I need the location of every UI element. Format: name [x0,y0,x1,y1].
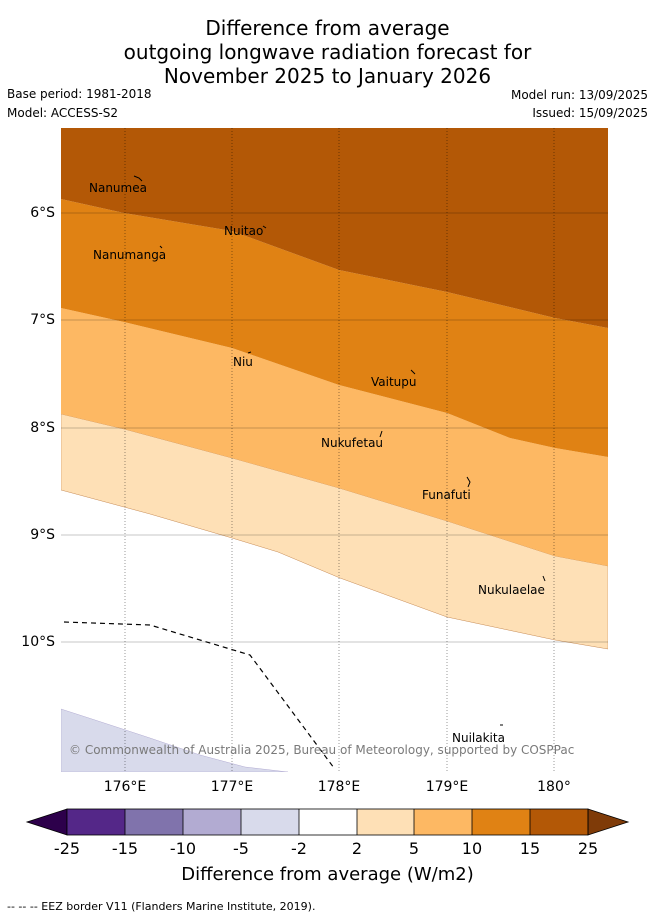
band-5-to-10 [61,308,608,566]
place-label-funafuti: Funafuti [422,488,471,502]
issued-date: Issued: 15/09/2025 [532,106,648,120]
title-line-3: November 2025 to January 2026 [163,64,492,88]
lat-tick-10s: 10°S [21,634,55,650]
model-name: Model: ACCESS-S2 [7,106,119,120]
lon-tick-180: 180° [537,779,571,795]
colorbar-segment-5 [299,809,357,835]
map-area [61,128,608,772]
place-label-niu: Niu [233,355,253,369]
title-line-2: outgoing longwave radiation forecast for [123,40,532,64]
colorbar-tick-25: 25 [577,839,599,858]
eez-border-line [63,621,335,769]
place-label-nuilakita: Nuilakita [452,731,505,745]
lon-tick-176e: 176°E [103,779,147,795]
island-outlines [133,175,546,726]
colorbar-label: Difference from average (W/m2) [181,864,474,885]
latitude-gridlines [61,212,608,643]
colorbar-segment-9 [530,809,588,835]
lon-tick-177e: 177°E [210,779,254,795]
band-10-to-15 [61,199,608,457]
place-label-nukufetau: Nukufetau [321,436,384,450]
eez-border-footnote: -- -- -- EEZ border V11 (Flanders Marine… [7,900,316,913]
longitude-gridlines [124,128,555,772]
lat-tick-7s: 7°S [30,312,55,328]
colorbar-outline [66,808,589,836]
colorbar-tick-minus-10: -10 [169,839,197,858]
band-minus-5-to-minus-2 [61,708,289,772]
colorbar-segment-2 [125,809,183,835]
place-label-nanumea: Nanumea [89,181,147,195]
copyright-notice: © Commonwealth of Australia 2025, Bureau… [69,743,575,757]
colorbar-tick-15: 15 [519,839,541,858]
place-label-nuitao: Nuitao [224,224,264,238]
colorbar [25,808,630,836]
colorbar-dividers [124,809,531,835]
colorbar-tick-minus-5: -5 [233,839,249,858]
place-label-nukulaelae: Nukulaelae [478,583,545,597]
colorbar-segment-6 [357,809,414,835]
title-line-1: Difference from average [205,16,450,40]
lat-tick-9s: 9°S [30,527,55,543]
colorbar-tick-5: 5 [408,839,420,858]
colorbar-tick-minus-15: -15 [111,839,139,858]
lon-tick-179e: 179°E [425,779,469,795]
base-period: Base period: 1981-2018 [7,87,152,101]
colorbar-tick-10: 10 [461,839,483,858]
colorbar-under-arrow [25,808,68,836]
colorbar-segment-4 [241,809,299,835]
colorbar-segment-7 [414,809,472,835]
map-title: Difference from average outgoing longwav… [0,16,655,88]
colorbar-segment-1 [67,809,125,835]
colorbar-tick-minus-2: -2 [291,839,307,858]
band-15-to-25 [61,128,608,328]
colorbar-over-arrow [587,808,630,836]
colorbar-segment-8 [472,809,530,835]
colorbar-segment-3 [183,809,241,835]
lon-tick-178e: 178°E [317,779,361,795]
place-label-nanumanga: Nanumanga [93,248,167,262]
lat-tick-8s: 8°S [30,420,55,436]
lat-tick-6s: 6°S [30,205,55,221]
colorbar-tick-2: 2 [351,839,363,858]
colorbar-tick-minus-25: -25 [53,839,81,858]
model-run-date: Model run: 13/09/2025 [510,88,648,102]
place-label-vaitupu: Vaitupu [371,375,417,389]
